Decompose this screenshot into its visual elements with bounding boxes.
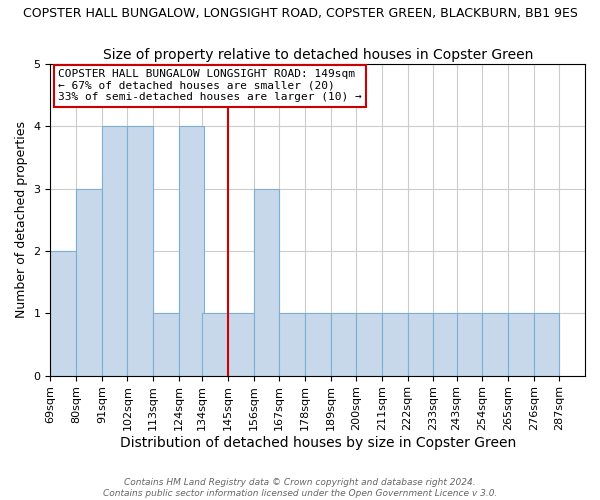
Bar <box>407 314 433 376</box>
Bar <box>331 314 356 376</box>
Text: Contains HM Land Registry data © Crown copyright and database right 2024.
Contai: Contains HM Land Registry data © Crown c… <box>103 478 497 498</box>
Bar <box>102 126 127 376</box>
X-axis label: Distribution of detached houses by size in Copster Green: Distribution of detached houses by size … <box>119 436 516 450</box>
Bar <box>457 314 482 376</box>
Bar <box>433 314 459 376</box>
Title: Size of property relative to detached houses in Copster Green: Size of property relative to detached ho… <box>103 48 533 62</box>
Bar <box>127 126 153 376</box>
Bar <box>279 314 305 376</box>
Text: COPSTER HALL BUNGALOW, LONGSIGHT ROAD, COPSTER GREEN, BLACKBURN, BB1 9ES: COPSTER HALL BUNGALOW, LONGSIGHT ROAD, C… <box>23 8 577 20</box>
Bar <box>305 314 331 376</box>
Bar <box>482 314 508 376</box>
Bar <box>202 314 228 376</box>
Bar <box>508 314 533 376</box>
Bar <box>50 251 76 376</box>
Bar <box>533 314 559 376</box>
Bar <box>153 314 179 376</box>
Bar <box>356 314 382 376</box>
Bar <box>228 314 254 376</box>
Bar <box>382 314 407 376</box>
Bar <box>76 188 102 376</box>
Bar <box>179 126 205 376</box>
Bar <box>254 188 279 376</box>
Text: COPSTER HALL BUNGALOW LONGSIGHT ROAD: 149sqm
← 67% of detached houses are smalle: COPSTER HALL BUNGALOW LONGSIGHT ROAD: 14… <box>58 69 362 102</box>
Y-axis label: Number of detached properties: Number of detached properties <box>15 122 28 318</box>
